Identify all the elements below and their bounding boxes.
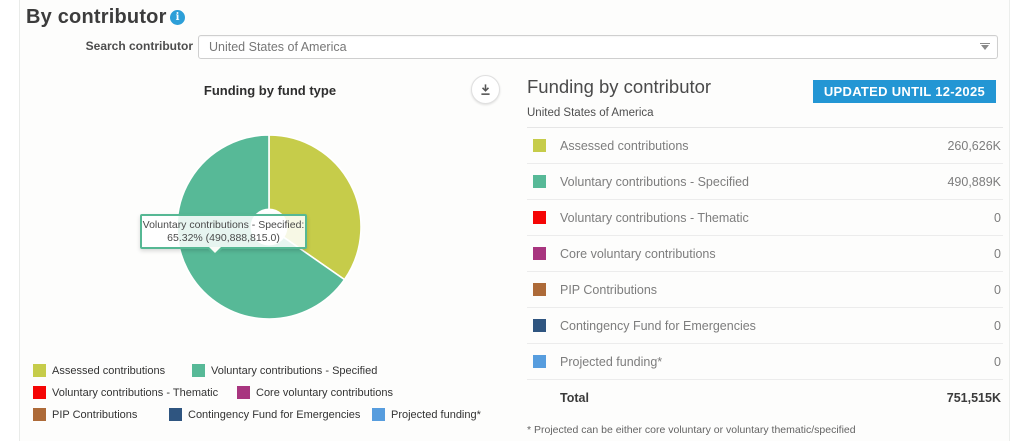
tooltip-pointer-inner xyxy=(209,247,221,253)
legend-label: Core voluntary contributions xyxy=(256,386,393,399)
legend-row: Voluntary contributions - Thematic Core v… xyxy=(33,386,503,399)
fund-row: Voluntary contributions - Thematic 0 xyxy=(527,200,1003,236)
legend-item[interactable]: Projected funding* xyxy=(372,408,481,421)
legend-item[interactable]: Contingency Fund for Emergencies xyxy=(169,408,372,421)
updated-until-badge: UPDATED UNTIL 12-2025 xyxy=(812,80,996,103)
pie-tooltip-label: Voluntary contributions - Specified: xyxy=(142,219,305,231)
legend-label: Projected funding* xyxy=(391,408,481,421)
fund-label: Core voluntary contributions xyxy=(560,246,716,261)
legend-color-swatch xyxy=(33,408,46,421)
legend-item[interactable]: Voluntary contributions - Specified xyxy=(192,364,377,377)
funding-panel-title: Funding by contributor xyxy=(527,76,712,97)
chart-title: Funding by fund type xyxy=(203,83,337,98)
legend-label: PIP Contributions xyxy=(52,408,138,421)
fund-row: PIP Contributions 0 xyxy=(527,272,1003,308)
legend-label: Voluntary contributions - Specified xyxy=(211,364,378,377)
legend-color-swatch xyxy=(192,364,205,377)
legend-color-swatch xyxy=(169,408,182,421)
legend-item[interactable]: PIP Contributions xyxy=(33,408,169,421)
fund-value: 0 xyxy=(994,210,1001,225)
legend-color-swatch xyxy=(33,364,46,377)
pie-slice[interactable] xyxy=(268,134,362,281)
left-page-edge xyxy=(0,0,20,441)
funding-panel-subtitle: United States of America xyxy=(527,107,654,119)
legend-row: Assessed contributions Voluntary contribu… xyxy=(33,364,503,377)
contributor-select-value: United States of America xyxy=(209,40,347,54)
total-row: Total 751,515K xyxy=(527,380,1003,416)
legend-color-swatch xyxy=(372,408,385,421)
right-page-edge xyxy=(1009,0,1024,441)
fund-row: Core voluntary contributions 0 xyxy=(527,236,1003,272)
fund-label: Projected funding* xyxy=(560,354,663,369)
legend-item[interactable]: Assessed contributions xyxy=(33,364,192,377)
legend-color-swatch xyxy=(237,386,250,399)
fund-row: Voluntary contributions - Specified 490,8… xyxy=(527,164,1003,200)
fund-color-swatch xyxy=(533,319,546,332)
info-icon[interactable]: i xyxy=(170,10,185,25)
fund-value: 0 xyxy=(994,282,1001,297)
fund-label: PIP Contributions xyxy=(560,282,658,297)
fund-color-swatch xyxy=(533,247,546,260)
fund-label: Voluntary contributions - Specified xyxy=(560,174,749,189)
legend-item[interactable]: Voluntary contributions - Thematic xyxy=(33,386,237,399)
search-contributor-label: Search contributor xyxy=(85,39,193,53)
fund-color-swatch xyxy=(533,175,546,188)
chevron-down-icon xyxy=(981,45,989,50)
fund-rows: Assessed contributions 260,626K Voluntary … xyxy=(527,128,1003,380)
fund-row: Projected funding* 0 xyxy=(527,344,1003,380)
download-icon xyxy=(481,84,490,95)
legend-label: Voluntary contributions - Thematic xyxy=(52,386,219,399)
fund-row: Assessed contributions 260,626K xyxy=(527,128,1003,164)
projected-funding-footnote: * Projected can be either core voluntary… xyxy=(527,424,856,436)
fund-color-swatch xyxy=(533,355,546,368)
page-title: By contributor xyxy=(26,6,167,28)
fund-label: Assessed contributions xyxy=(560,138,689,153)
legend-label: Contingency Fund for Emergencies xyxy=(188,408,361,421)
fund-label: Contingency Fund for Emergencies xyxy=(560,318,756,333)
fund-value: 490,889K xyxy=(947,174,1001,189)
pie-tooltip-value: 65.32% (490,888,815.0) xyxy=(167,232,280,244)
fund-value: 260,626K xyxy=(947,138,1001,153)
fund-table: Assessed contributions 260,626K Voluntary … xyxy=(527,127,1003,416)
total-label: Total xyxy=(560,391,589,405)
fund-color-swatch xyxy=(533,211,546,224)
legend-label: Assessed contributions xyxy=(52,364,166,377)
pie-tooltip: Voluntary contributions - Specified: 65.… xyxy=(140,214,307,256)
fund-value: 0 xyxy=(994,354,1001,369)
fund-value: 0 xyxy=(994,246,1001,261)
chevron-down-icon xyxy=(980,43,990,44)
contributor-select[interactable]: United States of America xyxy=(198,35,998,59)
fund-row: Contingency Fund for Emergencies 0 xyxy=(527,308,1003,344)
fund-color-swatch xyxy=(533,283,546,296)
download-button[interactable] xyxy=(471,75,500,104)
legend-color-swatch xyxy=(33,386,46,399)
fund-color-swatch xyxy=(533,139,546,152)
total-value: 751,515K xyxy=(946,391,1001,405)
fund-label: Voluntary contributions - Thematic xyxy=(560,210,749,225)
legend-row: PIP Contributions Contingency Fund for Em… xyxy=(33,408,503,421)
chart-legend: Assessed contributions Voluntary contribu… xyxy=(33,364,503,430)
fund-value: 0 xyxy=(994,318,1001,333)
legend-item[interactable]: Core voluntary contributions xyxy=(237,386,393,399)
